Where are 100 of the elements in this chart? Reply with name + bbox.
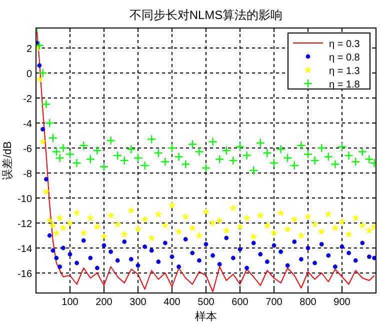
point <box>285 263 290 268</box>
point <box>251 240 256 246</box>
point <box>310 156 320 166</box>
point <box>210 253 215 258</box>
point <box>95 266 100 270</box>
point <box>330 160 340 169</box>
point <box>324 210 332 218</box>
point <box>148 234 156 242</box>
point <box>50 248 56 253</box>
point <box>154 210 162 218</box>
point <box>141 215 149 222</box>
point <box>134 225 142 232</box>
x-tick-label: 200 <box>96 297 113 308</box>
point <box>133 153 143 163</box>
point <box>195 232 203 239</box>
point <box>154 148 163 158</box>
point <box>306 246 310 250</box>
point <box>107 212 115 219</box>
point <box>40 127 45 132</box>
point <box>188 140 197 149</box>
point <box>256 212 264 219</box>
point <box>149 248 154 253</box>
point <box>181 160 190 169</box>
x-axis-title: 样本 <box>195 310 217 323</box>
y-axis-title: 误差/dB <box>2 141 14 180</box>
point <box>88 256 93 260</box>
point <box>42 188 50 195</box>
point <box>284 225 292 232</box>
point <box>201 163 211 173</box>
chart-title: 不同步长对NLMS算法的影响 <box>129 8 283 22</box>
point <box>92 146 102 156</box>
point <box>122 240 127 244</box>
y-tick-label: -8 <box>23 169 32 180</box>
point <box>129 257 134 262</box>
point <box>174 152 184 162</box>
point <box>86 214 94 222</box>
x-tick-label: 900 <box>334 297 351 308</box>
point <box>304 212 312 220</box>
point <box>346 250 351 256</box>
point <box>312 260 317 266</box>
point <box>244 266 249 270</box>
point <box>93 222 101 230</box>
point <box>217 262 222 266</box>
point <box>258 252 263 256</box>
point <box>333 264 338 269</box>
x-tick-label: 800 <box>300 297 317 308</box>
point <box>182 212 190 220</box>
point <box>324 152 333 162</box>
point <box>106 136 116 146</box>
point <box>372 256 376 260</box>
point <box>108 250 113 254</box>
legend-label: η = 1.3 <box>329 66 360 77</box>
point <box>216 216 224 224</box>
point <box>222 146 231 156</box>
point <box>276 144 286 154</box>
point <box>243 214 251 222</box>
point <box>79 140 88 150</box>
point <box>360 240 365 246</box>
point <box>299 257 304 262</box>
point <box>74 260 79 266</box>
point <box>188 224 196 232</box>
point <box>338 218 346 225</box>
point <box>127 206 135 214</box>
x-tick-label: 100 <box>62 297 79 308</box>
point <box>345 230 353 238</box>
point <box>236 222 244 230</box>
point <box>142 244 147 249</box>
point <box>44 177 48 182</box>
point <box>337 142 347 152</box>
point <box>86 154 95 164</box>
point <box>228 156 238 166</box>
point <box>303 150 313 159</box>
point <box>68 252 72 256</box>
point <box>296 140 306 150</box>
point <box>262 148 272 158</box>
point <box>66 219 74 226</box>
legend-label: η = 0.8 <box>329 52 360 64</box>
point <box>73 209 81 216</box>
point <box>54 256 59 260</box>
point <box>100 232 108 240</box>
y-tick-label: 0 <box>26 69 32 80</box>
y-tick-label: -6 <box>23 144 32 155</box>
point <box>292 240 297 244</box>
point <box>61 246 66 250</box>
point <box>47 233 52 238</box>
point <box>194 147 204 156</box>
point <box>42 100 51 109</box>
point <box>49 222 57 229</box>
point <box>229 204 237 212</box>
point <box>352 214 360 222</box>
point <box>270 229 278 236</box>
point <box>126 144 136 154</box>
point <box>36 75 44 82</box>
point <box>163 240 168 246</box>
point <box>58 143 68 153</box>
point <box>202 208 210 215</box>
x-tick-label: 600 <box>232 297 249 308</box>
point <box>39 138 47 145</box>
point <box>215 154 224 164</box>
point <box>99 162 109 172</box>
